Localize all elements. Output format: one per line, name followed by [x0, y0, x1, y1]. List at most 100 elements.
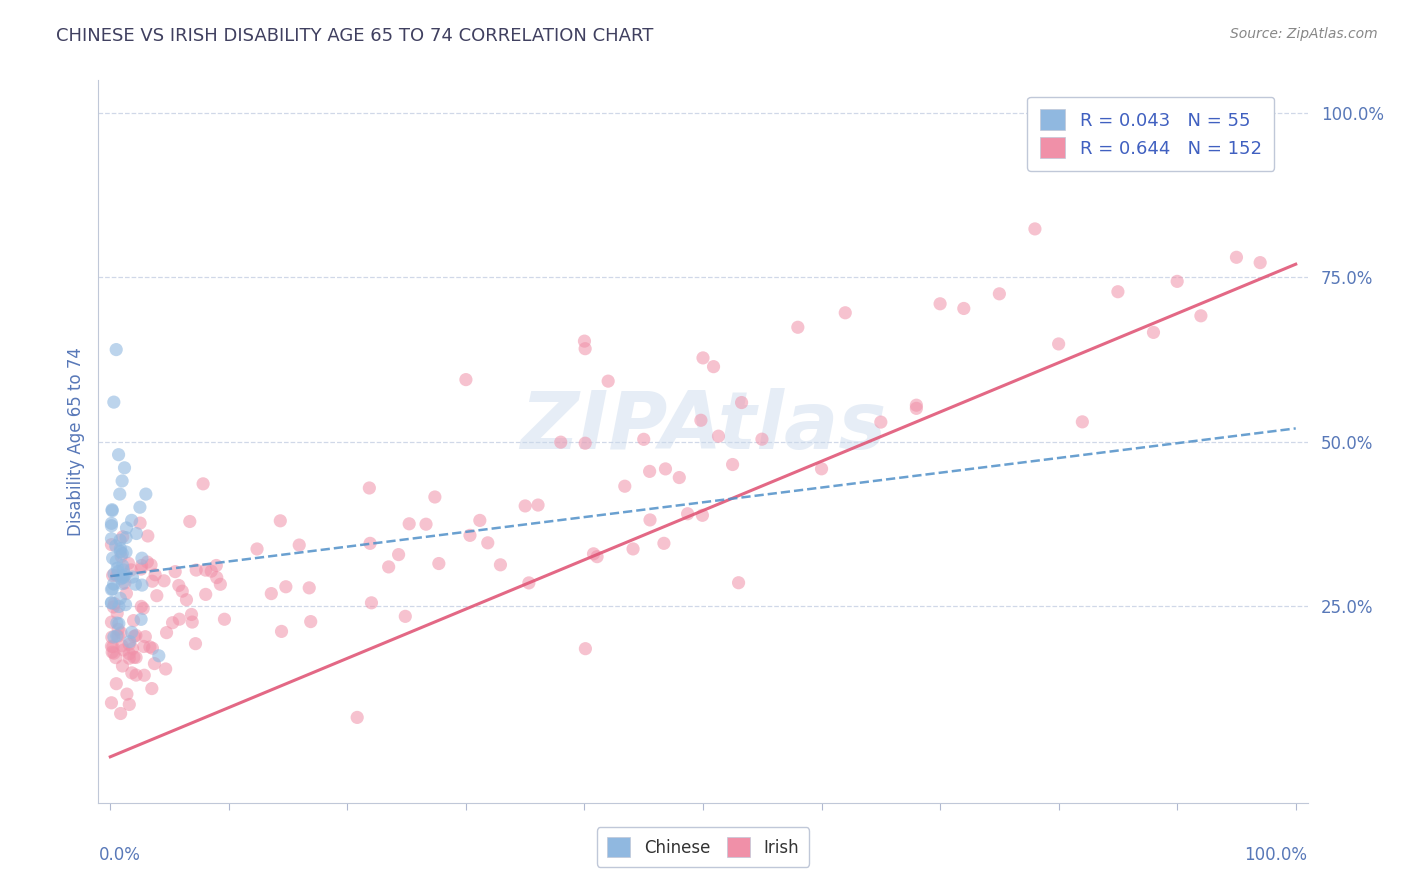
Point	[107, 448, 129, 462]
Point	[121, 513, 143, 527]
Point	[638, 464, 661, 478]
Point	[121, 625, 143, 640]
Point	[153, 574, 176, 588]
Point	[108, 599, 131, 614]
Point	[359, 536, 381, 550]
Point	[111, 474, 134, 488]
Point	[155, 662, 177, 676]
Point	[114, 460, 136, 475]
Point	[274, 580, 297, 594]
Point	[125, 526, 148, 541]
Point	[110, 549, 132, 564]
Point	[169, 612, 191, 626]
Text: 0.0%: 0.0%	[98, 847, 141, 864]
Point	[112, 570, 135, 584]
Point	[690, 413, 713, 427]
Point	[135, 487, 157, 501]
Point	[786, 320, 808, 334]
Point	[121, 665, 143, 680]
Point	[359, 481, 381, 495]
Point	[100, 518, 122, 533]
Point	[214, 612, 236, 626]
Point	[346, 710, 368, 724]
Point	[582, 547, 605, 561]
Point	[110, 626, 132, 640]
Point	[586, 549, 609, 564]
Point	[105, 607, 128, 621]
Point	[613, 479, 636, 493]
Point	[621, 541, 644, 556]
Point	[131, 551, 153, 566]
Point	[111, 558, 134, 573]
Point	[114, 598, 136, 612]
Point	[125, 628, 148, 642]
Point	[101, 504, 124, 518]
Y-axis label: Disability Age 65 to 74: Disability Age 65 to 74	[66, 347, 84, 536]
Point	[200, 564, 222, 578]
Point	[111, 659, 134, 673]
Point	[131, 558, 153, 573]
Point	[751, 432, 773, 446]
Point	[299, 615, 322, 629]
Point	[129, 599, 152, 614]
Point	[103, 395, 125, 409]
Point	[181, 615, 204, 629]
Point	[101, 502, 124, 516]
Point	[101, 551, 124, 566]
Point	[668, 470, 690, 484]
Point	[108, 616, 131, 631]
Point	[131, 578, 153, 592]
Point	[103, 597, 125, 611]
Text: ZIPAtlas: ZIPAtlas	[520, 388, 886, 467]
Point	[103, 577, 125, 591]
Point	[111, 569, 134, 583]
Point	[134, 668, 156, 682]
Point	[136, 529, 159, 543]
Point	[107, 629, 129, 643]
Point	[288, 538, 311, 552]
Point	[905, 398, 928, 412]
Point	[100, 516, 122, 531]
Point	[180, 607, 202, 622]
Point	[209, 577, 232, 591]
Point	[110, 591, 132, 606]
Point	[1071, 415, 1094, 429]
Point	[702, 359, 724, 374]
Point	[107, 623, 129, 637]
Point	[105, 561, 128, 575]
Point	[270, 624, 292, 639]
Point	[415, 517, 437, 532]
Point	[118, 634, 141, 648]
Point	[118, 651, 141, 665]
Point	[1142, 326, 1164, 340]
Point	[194, 587, 217, 601]
Point	[122, 650, 145, 665]
Point	[114, 568, 136, 582]
Text: CHINESE VS IRISH DISABILITY AGE 65 TO 74 CORRELATION CHART: CHINESE VS IRISH DISABILITY AGE 65 TO 74…	[56, 27, 654, 45]
Point	[477, 536, 499, 550]
Point	[111, 576, 134, 591]
Point	[141, 681, 163, 696]
Point	[269, 514, 291, 528]
Point	[134, 630, 156, 644]
Point	[834, 306, 856, 320]
Point	[105, 629, 128, 643]
Point	[105, 568, 128, 582]
Point	[191, 476, 214, 491]
Point	[1166, 274, 1188, 288]
Point	[186, 563, 208, 577]
Point	[1189, 309, 1212, 323]
Point	[105, 343, 128, 357]
Point	[638, 513, 661, 527]
Point	[869, 415, 891, 429]
Point	[727, 575, 749, 590]
Point	[468, 513, 491, 527]
Point	[118, 647, 141, 661]
Point	[129, 562, 152, 576]
Point	[423, 490, 446, 504]
Point	[167, 578, 190, 592]
Point	[427, 557, 450, 571]
Point	[136, 555, 159, 569]
Point	[574, 334, 596, 348]
Point	[100, 582, 122, 597]
